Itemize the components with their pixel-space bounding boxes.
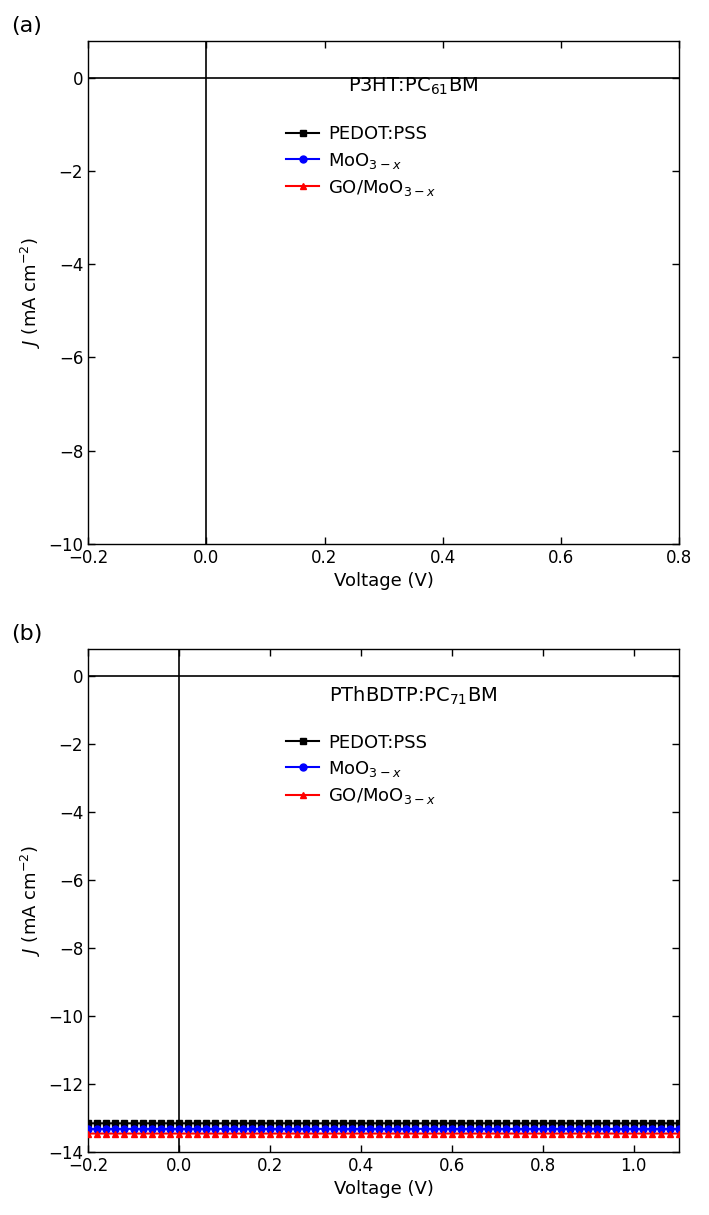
X-axis label: Voltage (V): Voltage (V) [334,1180,434,1198]
Legend: PEDOT:PSS, MoO$_{3-x}$, GO/MoO$_{3-x}$: PEDOT:PSS, MoO$_{3-x}$, GO/MoO$_{3-x}$ [286,125,436,198]
Text: PThBDTP:PC$_{71}$BM: PThBDTP:PC$_{71}$BM [329,684,498,707]
Text: P3HT:PC$_{61}$BM: P3HT:PC$_{61}$BM [348,77,479,97]
Legend: PEDOT:PSS, MoO$_{3-x}$, GO/MoO$_{3-x}$: PEDOT:PSS, MoO$_{3-x}$, GO/MoO$_{3-x}$ [286,734,436,806]
Y-axis label: $J$ (mA cm$^{-2}$): $J$ (mA cm$^{-2}$) [18,237,43,347]
X-axis label: Voltage (V): Voltage (V) [334,572,434,590]
Text: (b): (b) [11,625,43,644]
Text: (a): (a) [11,16,42,36]
Y-axis label: $J$ (mA cm$^{-2}$): $J$ (mA cm$^{-2}$) [18,846,43,956]
